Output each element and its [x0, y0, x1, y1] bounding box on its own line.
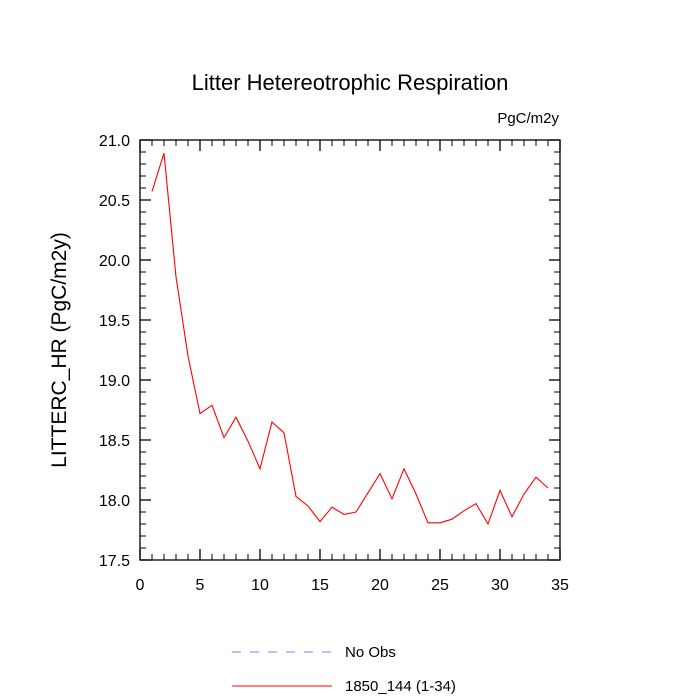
y-tick-label: 20.5 [99, 193, 130, 210]
x-tick-label: 35 [551, 577, 569, 594]
y-tick-label: 21.0 [99, 133, 130, 150]
legend-label: No Obs [345, 644, 396, 661]
units-label: PgC/m2y [497, 110, 559, 127]
x-tick-label: 10 [251, 577, 269, 594]
y-axis-label: LITTERC_HR (PgC/m2y) [48, 232, 71, 468]
y-tick-label: 18.5 [99, 433, 130, 450]
series-line [151, 153, 549, 526]
y-tick-label: 18.0 [99, 493, 130, 510]
legend-label: 1850_144 (1-34) [345, 678, 456, 695]
x-tick-label: 0 [136, 577, 145, 594]
minor-ticks [140, 140, 560, 560]
x-tick-label: 30 [491, 577, 509, 594]
tick-labels: 0 5 10 15 20 25 30 35 17.5 18.0 18.5 19.0 19.5 20.0 20… [99, 133, 569, 594]
chart-title: Litter Hetereotrophic Respiration [192, 70, 509, 95]
major-ticks [139, 139, 561, 561]
series-layer [151, 153, 549, 526]
legend: No Obs 1850_144 (1-34) [232, 644, 456, 695]
x-tick-label: 25 [431, 577, 449, 594]
y-tick-label: 19.0 [99, 373, 130, 390]
plot-frame [139, 139, 561, 561]
y-tick-label: 17.5 [99, 553, 130, 570]
x-tick-label: 20 [371, 577, 389, 594]
y-tick-label: 20.0 [99, 253, 130, 270]
x-tick-label: 5 [196, 577, 205, 594]
y-tick-label: 19.5 [99, 313, 130, 330]
x-tick-label: 15 [311, 577, 329, 594]
